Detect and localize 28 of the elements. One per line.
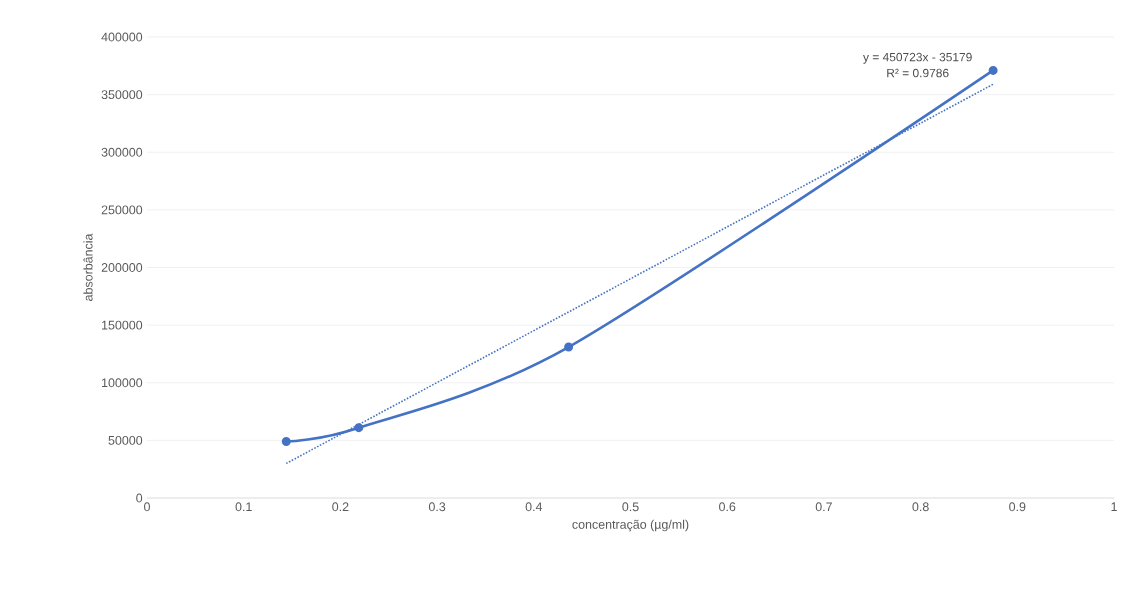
x-tick-label: 0.4 — [525, 502, 543, 512]
y-tick-label: 300000 — [101, 147, 143, 157]
x-tick-label: 0.7 — [815, 502, 832, 512]
point — [354, 423, 364, 433]
x-tick-label: 0.6 — [719, 502, 736, 512]
x-tick-label: 0.9 — [1009, 502, 1026, 512]
y-tick-label: 100000 — [102, 378, 143, 388]
x-tick-label: 0.8 — [912, 502, 929, 512]
y-tick-label: 200000 — [101, 263, 143, 272]
y-tick-label: 150000 — [102, 320, 143, 330]
y-tick-label: 350000 — [101, 90, 143, 100]
y-tick-label: 400000 — [101, 32, 143, 42]
annotation: y = 450723x - 35179 — [863, 52, 972, 64]
x-tick-label: 1 — [1111, 502, 1117, 511]
y-tick-label: 250000 — [101, 205, 143, 215]
y-tick-label: 0 — [136, 493, 143, 503]
x-tick-label: 0.3 — [428, 502, 446, 512]
point — [988, 65, 998, 75]
x-tick-label: 0 — [144, 502, 150, 512]
annotation: R² = 0.9786 — [887, 68, 949, 78]
y-tick-label: 50000 — [108, 435, 143, 445]
point — [281, 437, 291, 447]
x-tick-label: 0.2 — [332, 502, 349, 512]
x-axis-title: concentração (µg/ml) — [572, 519, 689, 532]
x-tick-label: 0.5 — [622, 502, 639, 512]
x-tick-label: 0.1 — [235, 502, 252, 512]
y-axis-title: absorbância — [83, 233, 93, 301]
point — [564, 342, 574, 352]
